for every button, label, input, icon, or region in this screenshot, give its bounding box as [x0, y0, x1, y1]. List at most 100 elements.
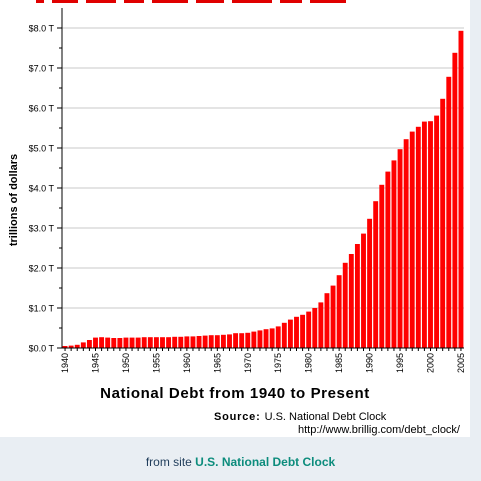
x-tick-label: 1975	[273, 353, 283, 373]
x-tick-label: 2005	[456, 353, 466, 373]
bar	[239, 333, 245, 348]
y-tick-label: $1.0 T	[29, 304, 55, 314]
y-tick-label: $6.0 T	[29, 104, 55, 114]
y-tick-label: $8.0 T	[29, 24, 55, 34]
x-tick-label: 1990	[365, 353, 375, 373]
source-label: Source:	[214, 411, 261, 423]
x-tick-label: 1950	[121, 353, 131, 373]
credit-line: from site U.S. National Debt Clock	[0, 455, 481, 469]
bar	[434, 115, 440, 348]
bar	[208, 335, 214, 348]
bar	[287, 319, 293, 348]
bar	[300, 314, 306, 348]
x-tick-label: 1955	[151, 353, 161, 373]
y-tick-label: $3.0 T	[29, 224, 55, 234]
bar	[147, 337, 153, 348]
x-tick-label: 1960	[182, 353, 192, 373]
bar	[281, 322, 287, 348]
bar	[257, 330, 263, 348]
x-tick-label: 1940	[60, 353, 70, 373]
bar	[227, 334, 232, 348]
bar	[111, 338, 117, 348]
credit-link[interactable]: U.S. National Debt Clock	[195, 455, 336, 469]
bar	[62, 346, 68, 348]
bar	[166, 337, 172, 348]
x-tick-label: 2000	[426, 353, 436, 373]
bar	[312, 308, 318, 348]
debt-chart: $0.0 T $1.0 T $2.0 T $3.0 T $4.0 T $5.0 T $6.0…	[8, 0, 466, 436]
bar	[330, 285, 336, 348]
bar	[178, 336, 184, 348]
x-tick-label: 1965	[212, 353, 222, 373]
bar	[342, 262, 348, 348]
bar	[452, 52, 458, 349]
y-tick-label: $0.0 T	[29, 344, 55, 354]
bar	[245, 332, 251, 348]
x-ticks: 1940 1945 1950 1955 1960 1965 1970 1975 1980 1985…	[60, 348, 466, 373]
axes	[61, 8, 464, 349]
bar	[367, 218, 373, 348]
x-tick-label: 1970	[243, 353, 253, 373]
y-axis-label: trillions of dollars	[8, 154, 20, 246]
bar	[354, 244, 360, 348]
bar	[233, 333, 239, 348]
bar	[385, 171, 391, 348]
bar	[403, 139, 409, 348]
bar	[428, 121, 433, 348]
bar	[220, 334, 226, 348]
bar	[318, 302, 324, 348]
source-url: http://www.brillig.com/debt_clock/	[298, 424, 461, 436]
y-tick-label: $4.0 T	[29, 184, 55, 194]
bar	[379, 184, 385, 348]
bar	[361, 233, 366, 348]
bar	[86, 340, 92, 348]
y-ticks: $0.0 T $1.0 T $2.0 T $3.0 T $4.0 T $5.0 T $6.0…	[29, 24, 62, 354]
bar	[263, 329, 269, 348]
bar	[409, 131, 415, 348]
bars	[62, 30, 464, 349]
bar	[117, 338, 123, 348]
bar	[190, 336, 196, 348]
bar	[306, 311, 312, 348]
bar	[275, 326, 281, 348]
bar	[458, 30, 464, 349]
x-tick-label: 1945	[91, 353, 101, 373]
bar	[294, 316, 299, 348]
bar	[172, 336, 178, 348]
cropped-header-fragment	[36, 0, 346, 3]
chart-title: National Debt from 1940 to Present	[100, 385, 370, 402]
credit-prefix: from site	[145, 455, 196, 469]
y-tick-label: $5.0 T	[29, 144, 55, 154]
bar	[214, 335, 220, 348]
bar	[129, 337, 135, 348]
bar	[446, 76, 452, 349]
bar	[397, 149, 403, 348]
bar	[184, 336, 190, 348]
bar	[251, 331, 257, 348]
bar	[80, 342, 86, 348]
bar	[135, 337, 141, 348]
bar	[105, 337, 111, 348]
bar	[153, 337, 159, 348]
source-annotation: Source: U.S. National Debt Clock	[214, 411, 387, 423]
bar	[373, 201, 379, 348]
bar	[269, 328, 275, 348]
x-tick-label: 1995	[395, 353, 405, 373]
bar	[348, 254, 354, 348]
chart-panel: $0.0 T $1.0 T $2.0 T $3.0 T $4.0 T $5.0 T $6.0…	[0, 0, 470, 437]
bar	[202, 335, 208, 348]
bar	[93, 337, 98, 348]
gridlines	[62, 27, 464, 309]
bar	[141, 337, 147, 348]
bar	[440, 98, 446, 348]
y-tick-label: $2.0 T	[29, 264, 55, 274]
x-tick-label: 1980	[304, 353, 314, 373]
y-tick-label: $7.0 T	[29, 64, 55, 74]
bar	[160, 337, 165, 348]
bar	[74, 344, 80, 348]
bar	[415, 126, 421, 348]
bar	[123, 337, 129, 348]
bar	[391, 160, 397, 348]
bar	[196, 336, 202, 348]
bar	[324, 293, 330, 348]
